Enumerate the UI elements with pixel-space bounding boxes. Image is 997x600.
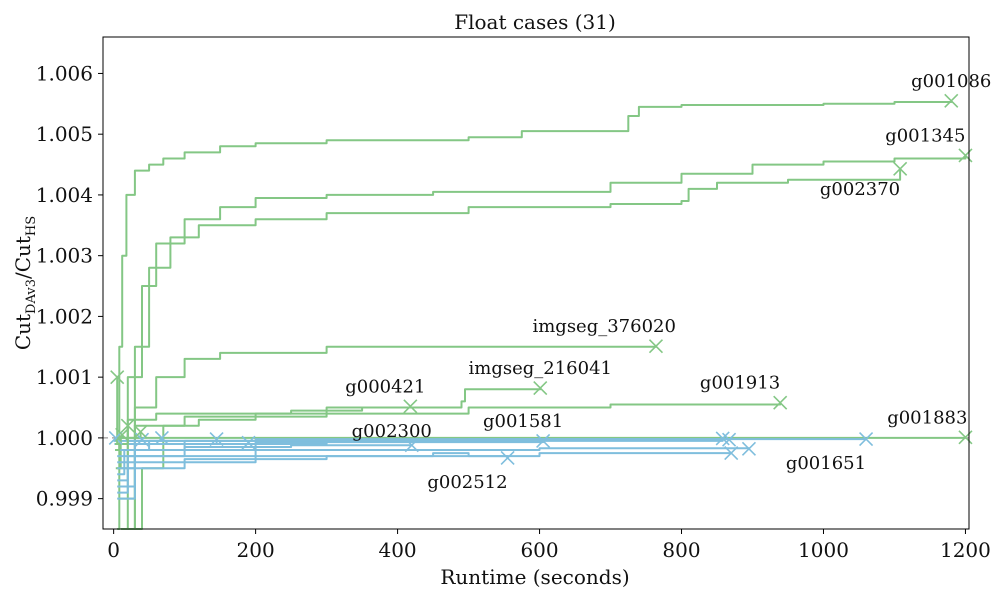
- series-end-marker-g001581: [536, 433, 551, 448]
- y-tick-label: 1.006: [36, 61, 93, 85]
- series-end-marker-g001883: [958, 430, 973, 445]
- annotation-g001883: g001883: [887, 407, 967, 428]
- series-line-unlabeled-23: [115, 425, 129, 451]
- series-line-g001086: [117, 100, 953, 530]
- series-end-marker-g001086: [944, 93, 959, 108]
- annotation-g001581: g001581: [483, 411, 563, 432]
- x-axis-label: Runtime (seconds): [440, 565, 629, 589]
- series-line-unlabeled-14: [117, 438, 724, 464]
- series-end-marker-unlabeled-17: [209, 432, 224, 447]
- annotation-imgseg-376020: imgseg_376020: [532, 316, 675, 337]
- series-end-marker-unlabeled-23: [120, 418, 135, 433]
- series-end-marker-unlabeled-15: [722, 432, 737, 447]
- x-tick-label: 800: [662, 538, 700, 562]
- annotation-g002370: g002370: [820, 179, 900, 200]
- chart-title: Float cases (31): [454, 10, 616, 34]
- annotation-g001913: g001913: [700, 373, 780, 394]
- annotation-g002512: g002512: [427, 472, 507, 493]
- x-tick-label: 400: [378, 538, 416, 562]
- series-line-g001345: [120, 155, 967, 530]
- series-end-marker-g002512: [500, 450, 515, 465]
- series-end-marker-unlabeled-21: [110, 370, 125, 385]
- series-end-marker-imgseg-216041: [533, 381, 548, 396]
- x-axis-ticks: 0 200 400 600 800 1000 1200: [107, 529, 991, 562]
- series-end-marker-g000421: [403, 399, 418, 414]
- series-end-marker-g001651: [859, 432, 874, 447]
- x-tick-label: 1200: [940, 538, 991, 562]
- series-end-marker-g002300: [404, 438, 419, 453]
- y-tick-label: 1.005: [36, 122, 93, 146]
- x-tick-label: 1000: [798, 538, 849, 562]
- series-line-g002300: [117, 444, 412, 482]
- y-axis-label-slash-cut: /Cut: [11, 236, 35, 279]
- series-end-marker-g001913: [773, 395, 788, 410]
- series-end-marker-unlabeled-13: [741, 441, 757, 456]
- y-tick-label: 1.003: [36, 244, 93, 268]
- series-end-marker-imgseg-376020: [648, 339, 664, 354]
- series-line-unlabeled-24: [115, 434, 124, 445]
- y-axis-label-sub-dav3: DAv3: [24, 279, 39, 314]
- series-layer: [113, 100, 967, 530]
- series-line-unlabeled-17: [115, 439, 218, 451]
- y-axis-label-sub-hs: HS: [24, 216, 39, 236]
- y-axis-ticks: 0.999 1.000 1.001 1.002 1.003 1.004 1.005 1.006: [36, 61, 103, 511]
- series-end-marker-unlabeled-24: [115, 427, 130, 442]
- plot-area: g001086 g001345 g002370 imgseg_376020imgseg…: [102, 36, 991, 530]
- y-axis-label-cut: Cut: [11, 314, 35, 350]
- y-tick-label: 1.001: [36, 365, 93, 389]
- y-tick-label: 1.004: [36, 183, 93, 207]
- annotation-g002300: g002300: [352, 421, 432, 442]
- annotation-g001086: g001086: [911, 71, 991, 92]
- annotation-g001345: g001345: [885, 125, 965, 146]
- x-tick-label: 200: [237, 538, 275, 562]
- x-tick-label: 600: [520, 538, 558, 562]
- series-line-unlabeled-13: [117, 447, 750, 488]
- x-tick-label: 0: [107, 538, 120, 562]
- series-end-marker-unlabeled-18: [154, 430, 169, 445]
- series-end-marker-g001345: [958, 148, 973, 163]
- annotation-g000421: g000421: [345, 376, 425, 397]
- marker-layer: [108, 93, 973, 465]
- series-end-marker-unlabeled-12: [724, 446, 739, 461]
- y-tick-label: 1.000: [36, 426, 93, 450]
- y-tick-label: 0.999: [36, 487, 93, 511]
- series-end-marker-unlabeled-22: [133, 424, 148, 439]
- annotation-g001651: g001651: [786, 453, 866, 474]
- plot-frame: [102, 36, 970, 530]
- series-end-marker-g002370: [893, 161, 908, 176]
- series-line-unlabeled-12: [117, 452, 732, 500]
- annotation-layer: g001086 g001345 g002370 imgseg_376020imgseg…: [345, 71, 991, 493]
- series-end-marker-unlabeled-16: [241, 435, 256, 450]
- y-axis-label: CutDAv3/CutHS: [11, 216, 39, 350]
- series-line-g002370: [124, 168, 902, 530]
- y-tick-label: 1.002: [36, 304, 93, 328]
- annotation-imgseg-216041: imgseg_216041: [469, 358, 612, 379]
- series-line-imgseg-376020: [126, 345, 657, 530]
